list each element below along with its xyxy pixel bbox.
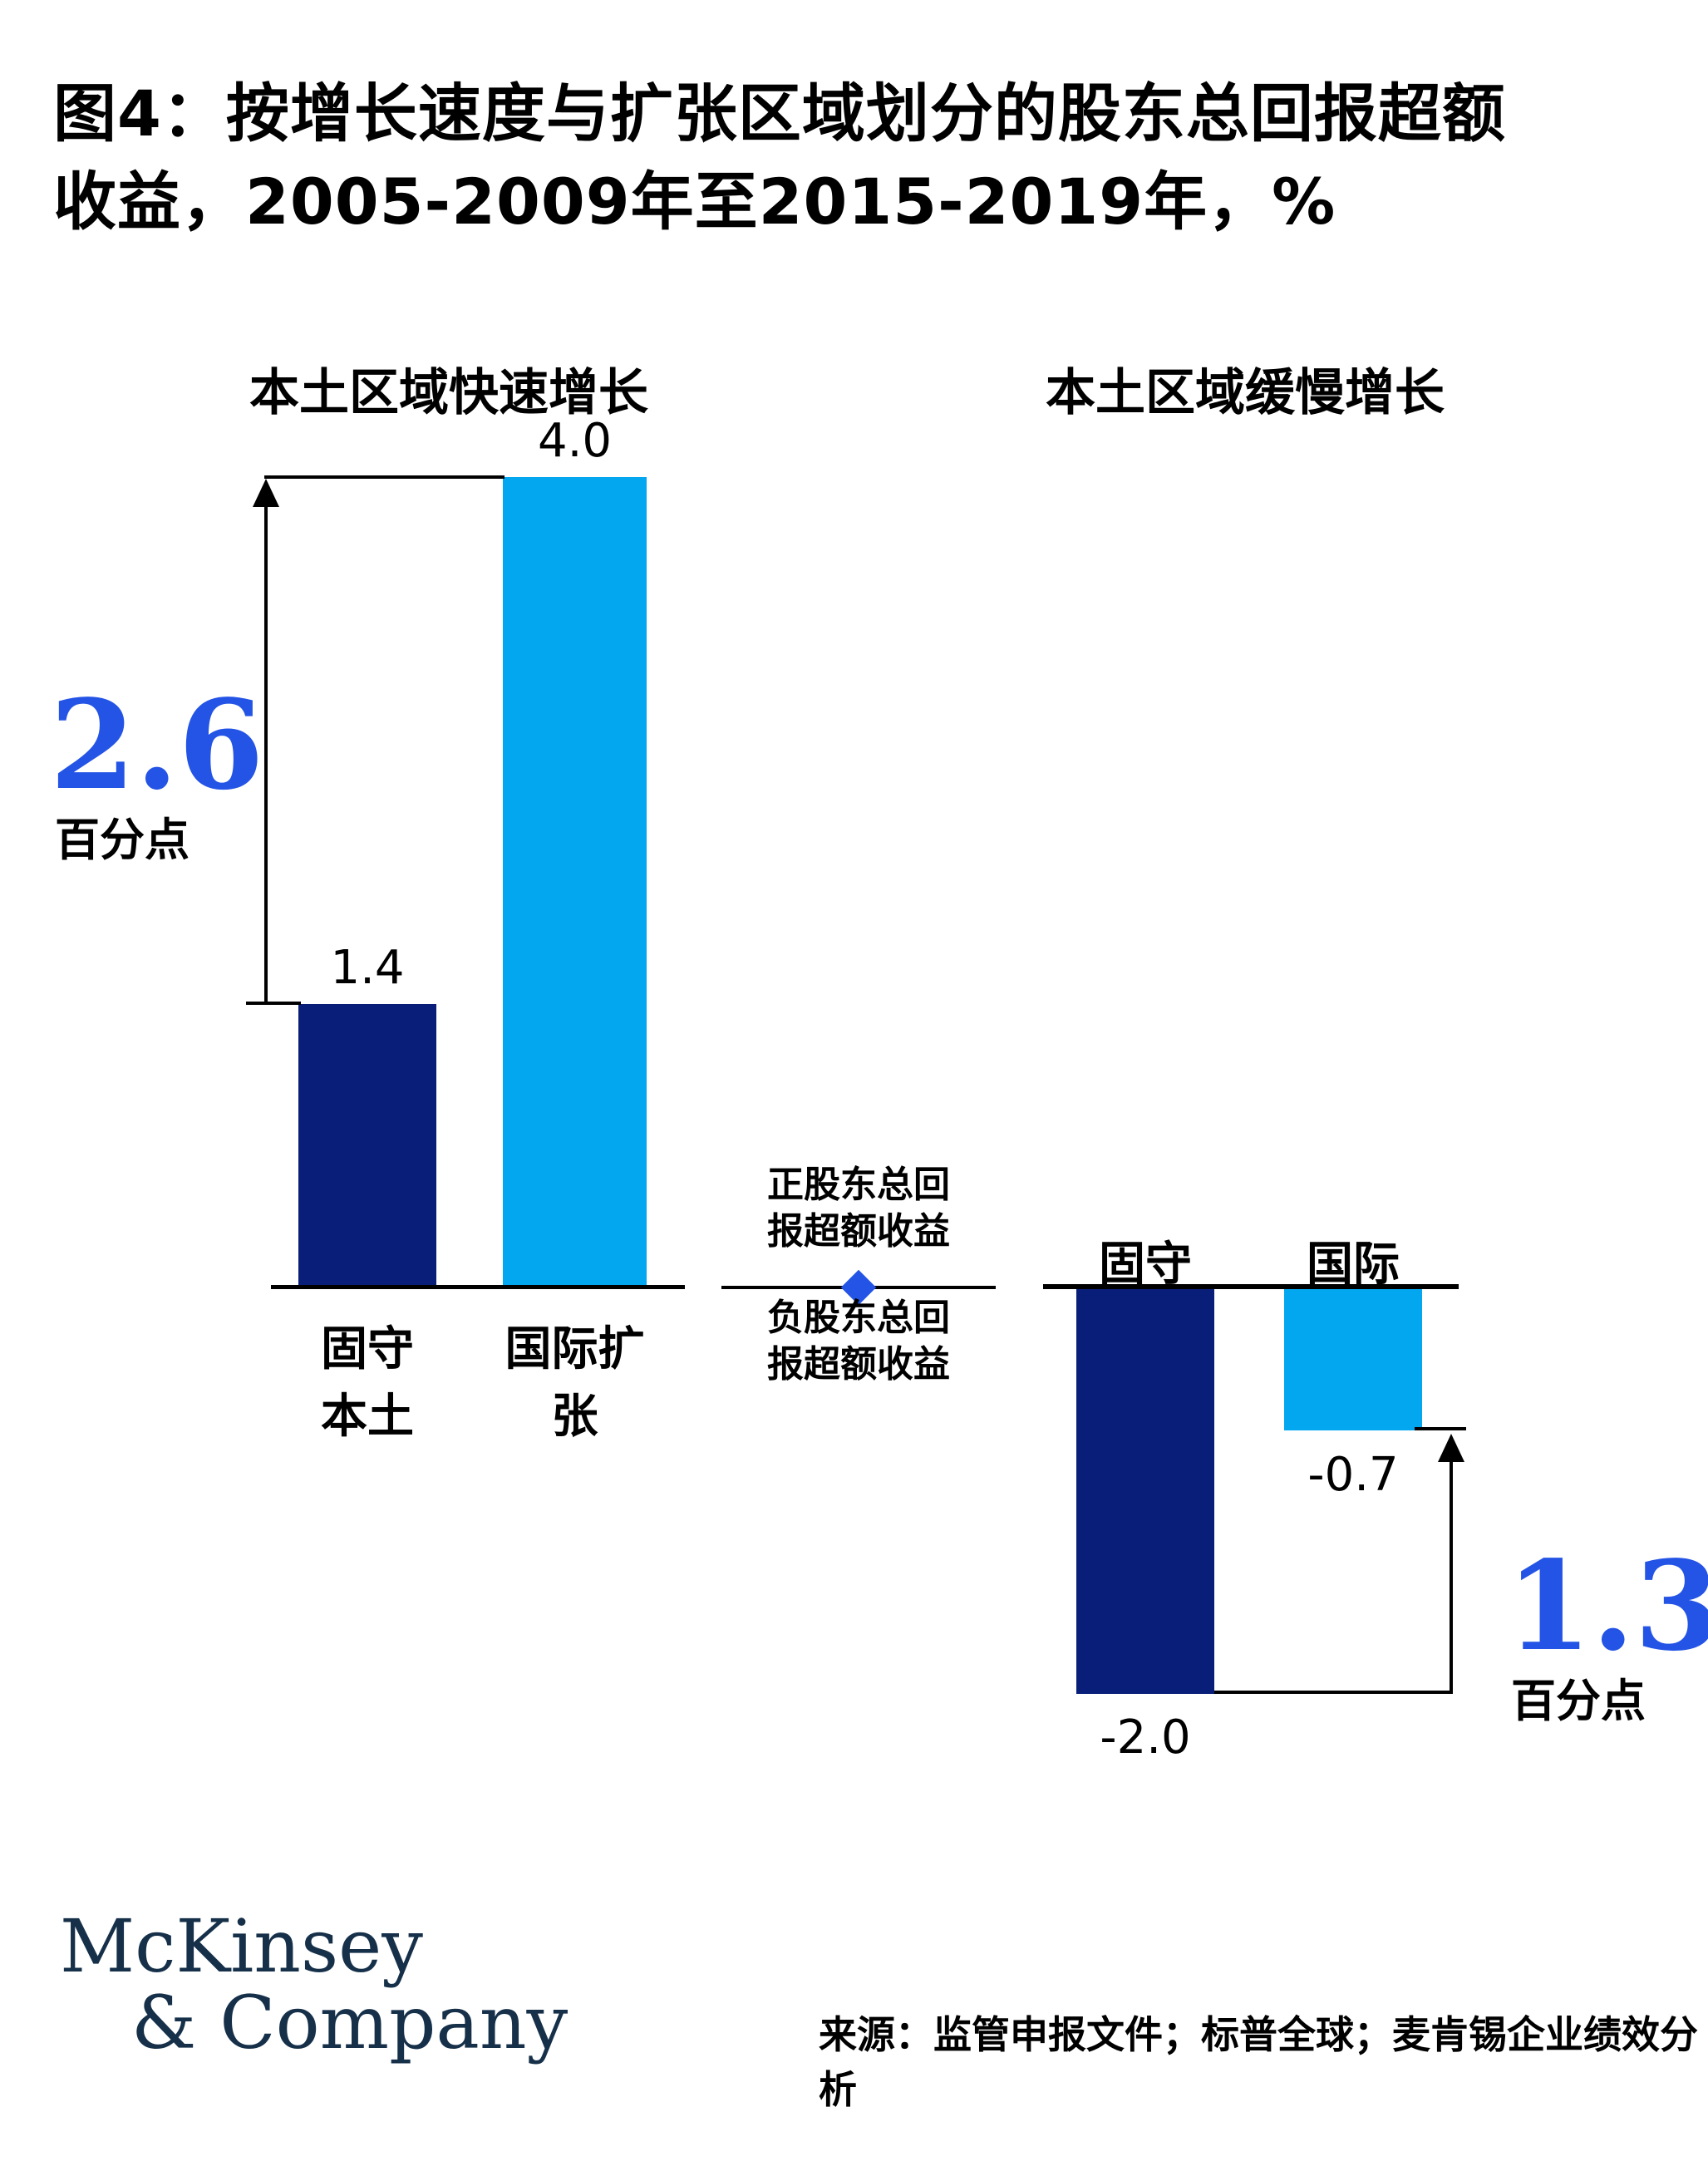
legend-positive-line-2: 报超额收益: [767, 1210, 950, 1253]
source-note: 来源：监管申报文件；标普全球；麦肯锡企业绩效分析: [819, 2012, 1698, 2112]
legend-negative-line-2: 报超额收益: [767, 1343, 950, 1386]
delta-value-fast: 2.6: [50, 672, 264, 817]
delta-unit-fast: 百分点: [55, 814, 190, 866]
value-label-intl-expand-slow: -0.7: [1307, 1448, 1399, 1502]
delta-value-slow: 1.3: [1506, 1533, 1708, 1678]
panel-heading-slow-growth: 本土区域缓慢增长: [1046, 364, 1445, 422]
legend-negative-line-1: 负股东总回: [767, 1297, 950, 1339]
legend-positive-line-1: 正股东总回: [767, 1164, 950, 1206]
cat-label-intl-expand-fast: 国际扩张: [505, 1322, 645, 1444]
value-label-stay-local-fast: 1.4: [330, 941, 405, 995]
panel-heading-fast-growth: 本土区域快速增长: [249, 364, 648, 422]
delta-unit-slow: 百分点: [1511, 1675, 1646, 1727]
delta-bottom-line-slow: [1214, 1691, 1453, 1694]
logo-line-1: McKinsey: [60, 1903, 423, 1989]
mckinsey-logo: McKinsey & Company: [60, 1908, 568, 2061]
figure-title-line-1: 图4：按增长速度与扩张区域划分的股东总回报超额: [53, 76, 1506, 150]
bar-stay-local-fast: [298, 1004, 436, 1285]
axis-baseline-slow: [1043, 1284, 1459, 1289]
bar-intl-expand-fast: [503, 477, 647, 1285]
delta-top-line-fast: [264, 475, 505, 479]
cat-label-stay-local-fast: 固守本土: [321, 1322, 414, 1444]
figure-title-line-2: 收益，2005-2009年至2015-2019年，%: [53, 165, 1336, 239]
delta-top-tick-slow: [1415, 1427, 1466, 1430]
delta-arrow-line-slow: [1450, 1456, 1453, 1694]
delta-arrow-line-fast: [264, 500, 268, 1004]
figure-title: 图4：按增长速度与扩张区域划分的股东总回报超额 收益，2005-2009年至20…: [53, 70, 1506, 246]
delta-bottom-tick-fast: [246, 1002, 301, 1005]
value-label-intl-expand-fast: 4.0: [537, 414, 613, 468]
legend-negative-label: 负股东总回 报超额收益: [717, 1295, 1000, 1388]
value-label-stay-local-slow: -2.0: [1100, 1711, 1191, 1765]
legend-positive-label: 正股东总回 报超额收益: [717, 1162, 1000, 1255]
logo-line-2: & Company: [131, 1980, 569, 2065]
bar-intl-expand-slow: [1284, 1289, 1422, 1430]
bar-stay-local-slow: [1076, 1289, 1214, 1694]
axis-baseline-fast: [271, 1285, 685, 1289]
